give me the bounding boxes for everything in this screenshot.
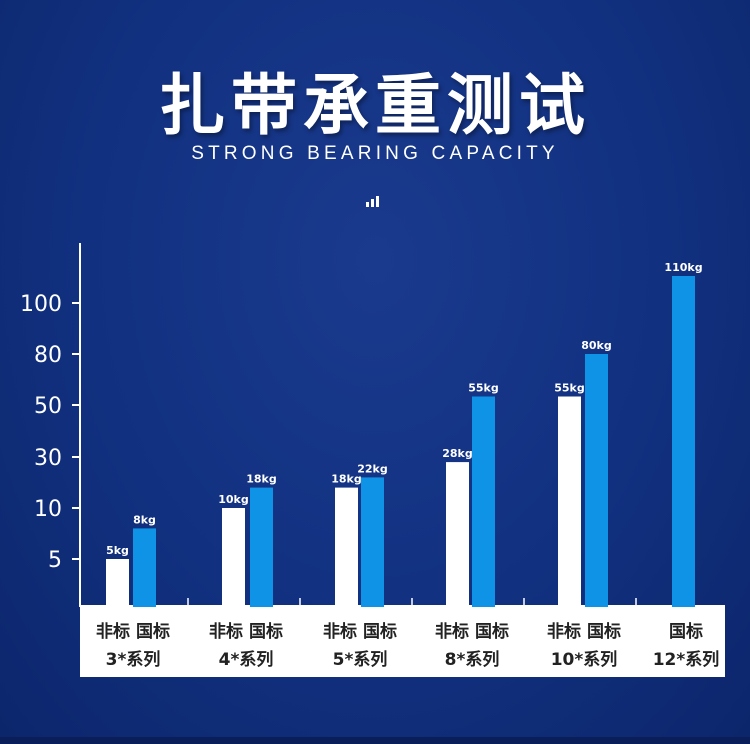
national-standard-bar bbox=[250, 487, 273, 607]
national-standard-bar bbox=[361, 477, 384, 607]
category-label-standard: 非标 国标 bbox=[435, 622, 509, 642]
y-tick-label: 30 bbox=[34, 446, 62, 471]
category-label-panel bbox=[80, 605, 725, 677]
category-label: 非标 国标 3*系列 bbox=[78, 618, 188, 674]
bottom-border bbox=[0, 737, 750, 744]
national-standard-bar bbox=[585, 354, 608, 607]
bar-value-label: 28kg bbox=[442, 447, 473, 460]
national-standard-bar bbox=[472, 396, 495, 607]
bar-value-label: 18kg bbox=[331, 473, 362, 486]
bar-value-label: 55kg bbox=[468, 382, 499, 395]
category-label-series: 4*系列 bbox=[218, 650, 274, 670]
y-tick-label: 80 bbox=[34, 343, 62, 368]
category-label: 非标 国标 5*系列 bbox=[305, 618, 415, 674]
category-label-standard: 非标 国标 bbox=[323, 622, 397, 642]
signal-bars-icon bbox=[366, 188, 381, 207]
category-label: 非标 国标 8*系列 bbox=[417, 618, 527, 674]
national-standard-bar bbox=[672, 276, 695, 607]
non-standard-bar bbox=[446, 462, 469, 607]
y-tick-label: 5 bbox=[48, 548, 62, 573]
category-label-standard: 国标 bbox=[669, 622, 703, 642]
y-tick-label: 10 bbox=[34, 497, 62, 522]
category-label-standard: 非标 国标 bbox=[547, 622, 621, 642]
bar-value-label: 8kg bbox=[133, 513, 156, 526]
page-title: 扎带承重测试 bbox=[159, 67, 591, 144]
bar-value-label: 22kg bbox=[357, 462, 388, 475]
category-label-series: 3*系列 bbox=[105, 650, 161, 670]
bar-value-label: 10kg bbox=[218, 493, 249, 506]
non-standard-bar bbox=[106, 559, 129, 607]
national-standard-bar bbox=[133, 528, 156, 607]
y-tick-label: 100 bbox=[20, 292, 62, 317]
page-subtitle: STRONG BEARING CAPACITY bbox=[191, 143, 559, 164]
category-label-series: 12*系列 bbox=[652, 650, 720, 670]
category-label-series: 10*系列 bbox=[550, 650, 618, 670]
non-standard-bar bbox=[222, 508, 245, 607]
category-label: 非标 国标 10*系列 bbox=[529, 618, 639, 674]
bar-value-label: 80kg bbox=[581, 339, 612, 352]
bar-value-label: 5kg bbox=[106, 544, 129, 557]
category-label-standard: 非标 国标 bbox=[96, 622, 170, 642]
category-label-series: 5*系列 bbox=[332, 650, 388, 670]
bar-value-label: 55kg bbox=[554, 382, 585, 395]
y-tick-label: 50 bbox=[34, 394, 62, 419]
non-standard-bar bbox=[335, 487, 358, 607]
non-standard-bar bbox=[558, 396, 581, 607]
category-label: 国标 12*系列 bbox=[631, 618, 741, 674]
bar-value-label: 110kg bbox=[664, 261, 702, 274]
category-label-standard: 非标 国标 bbox=[209, 622, 283, 642]
category-label-series: 8*系列 bbox=[444, 650, 500, 670]
bar-value-label: 18kg bbox=[246, 473, 277, 486]
category-label: 非标 国标 4*系列 bbox=[191, 618, 301, 674]
